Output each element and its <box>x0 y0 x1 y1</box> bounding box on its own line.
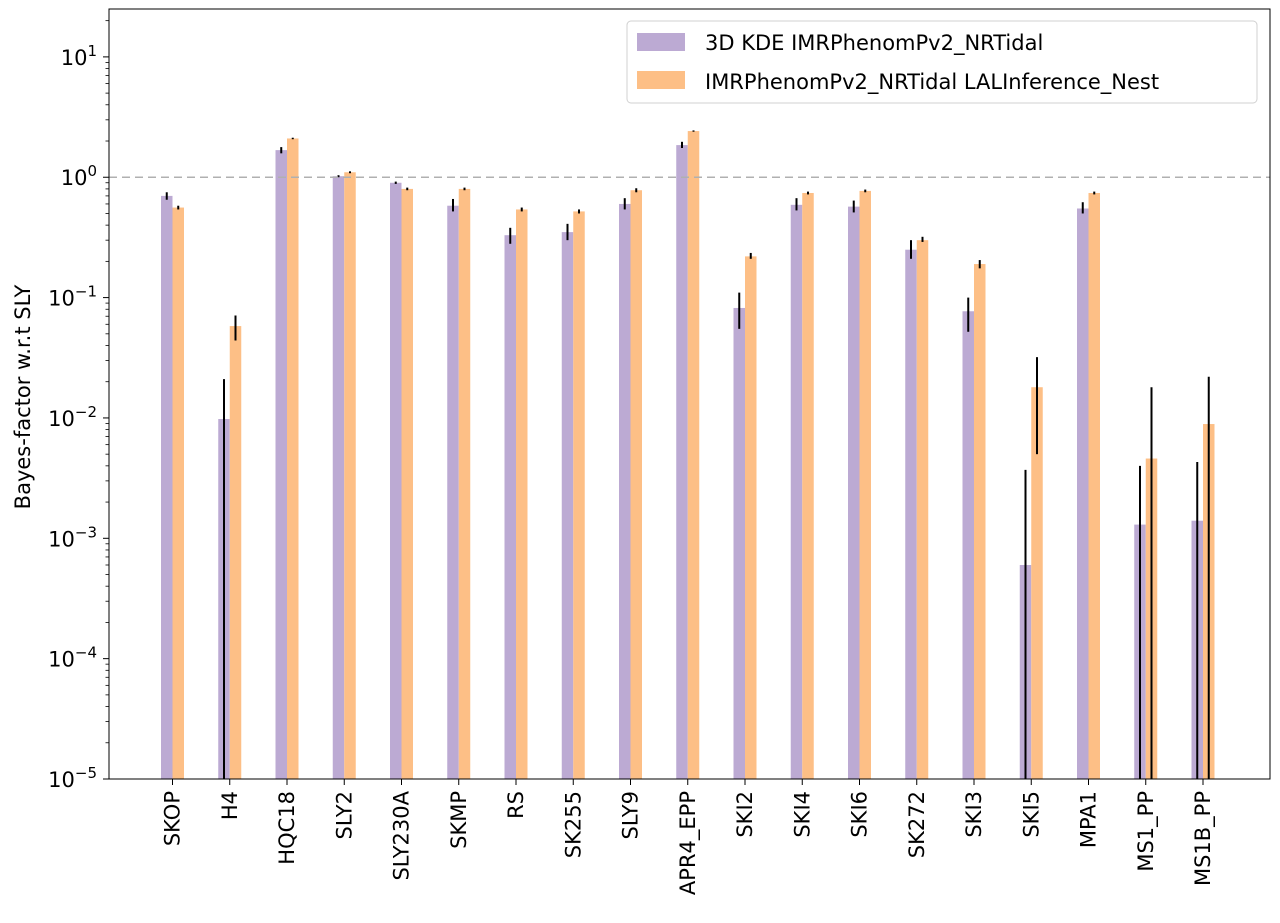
x-tick-label: APR4_EPP <box>676 791 701 895</box>
x-tick-label: MPA1 <box>1077 791 1101 848</box>
bar-kde-skmp <box>447 205 459 779</box>
bar-kde-sly230a <box>390 182 402 779</box>
x-tick-label: SK255 <box>561 791 585 858</box>
x-tick-label: MS1_PP <box>1134 791 1159 872</box>
y-tick-label: 10−5 <box>48 764 97 792</box>
x-tick-label: SKMP <box>447 791 471 849</box>
bar-kde-ski4 <box>790 204 803 780</box>
x-tick-label: HQC18 <box>275 791 299 865</box>
plot-frame <box>108 8 1271 780</box>
bar-kde-ski6 <box>848 206 860 779</box>
bar-kde-sly2 <box>332 176 345 780</box>
bar-kde-mpa1 <box>1077 208 1089 780</box>
bar-lal-sly9 <box>630 190 642 780</box>
y-tick-label: 101 <box>61 42 97 70</box>
bar-lal-rs <box>516 209 528 779</box>
bar-kde-rs <box>504 235 516 779</box>
bar-lal-apr4-epp <box>687 131 700 780</box>
bars-layer <box>161 131 1215 780</box>
y-tick-label: 10−2 <box>48 403 97 431</box>
x-tick-label: SKI2 <box>733 791 757 838</box>
x-tick-label: MS1B_PP <box>1191 791 1216 886</box>
x-tick-label: SKI6 <box>848 791 872 838</box>
bar-lal-sly230a <box>401 188 413 779</box>
bar-lal-skmp <box>458 188 471 779</box>
bar-kde-ski3 <box>962 311 974 779</box>
x-tick-label: SLY2 <box>332 791 356 839</box>
legend-label-lalinference: IMRPhenomPv2_NRTidal LALInference_Nest <box>705 70 1159 95</box>
bar-lal-ski3 <box>974 264 986 779</box>
legend-frame <box>626 20 1258 104</box>
bar-lal-sly2 <box>344 172 356 779</box>
x-tick-label: SKI5 <box>1019 791 1043 838</box>
x-tick-label: SKI3 <box>962 791 986 838</box>
bar-kde-sly9 <box>619 203 631 779</box>
x-tick-label: SLY230A <box>390 790 414 880</box>
y-tick-label: 10−4 <box>48 644 97 672</box>
y-tick-label: 10−1 <box>48 283 97 311</box>
bar-kde-hqc18 <box>275 150 287 779</box>
bar-kde-sk255 <box>561 232 574 779</box>
legend-swatch-lalinference <box>637 71 685 89</box>
bar-lal-ski6 <box>859 190 871 779</box>
bar-lal-sk255 <box>573 211 585 779</box>
bar-lal-h4 <box>229 326 242 779</box>
bar-kde-apr4-epp <box>676 145 688 779</box>
bar-kde-ski2 <box>733 307 745 779</box>
bar-lal-hqc18 <box>287 138 299 779</box>
bar-kde-sk272 <box>905 249 917 780</box>
x-tick-label: SKI4 <box>790 791 814 838</box>
x-tick-label: SKOP <box>161 791 185 846</box>
legend: 3D KDE IMRPhenomPv2_NRTidal IMRPhenomPv2… <box>626 20 1258 104</box>
bar-lal-ski2 <box>745 256 757 780</box>
legend-swatch-kde <box>637 33 685 51</box>
bar-lal-ski4 <box>802 192 814 779</box>
x-tick-label: RS <box>504 791 528 819</box>
errorbars-layer <box>165 130 1210 779</box>
y-tick-label: 100 <box>61 162 97 190</box>
x-axis: SKOP H4 HQC18 SLY2 SLY230A SKMP RS SK255 SLY9 APR… <box>161 779 1216 895</box>
x-tick-label: SK272 <box>905 791 929 858</box>
y-axis-label: Bayes-factor w.r.t SLY <box>11 285 35 510</box>
legend-label-kde: 3D KDE IMRPhenomPv2_NRTidal <box>705 31 1043 56</box>
bar-lal-skop <box>172 207 184 780</box>
bar-lal-sk272 <box>916 240 929 779</box>
x-tick-label: H4 <box>218 791 242 820</box>
bar-lal-ski5 <box>1031 387 1043 779</box>
bar-lal-mpa1 <box>1088 192 1100 779</box>
bar-kde-skop <box>161 195 173 779</box>
y-axis: 10−5 10−4 10−3 10−2 10−1 100 101 <box>48 20 109 792</box>
x-tick-label: SLY9 <box>619 791 643 839</box>
y-tick-label: 10−3 <box>48 523 97 551</box>
